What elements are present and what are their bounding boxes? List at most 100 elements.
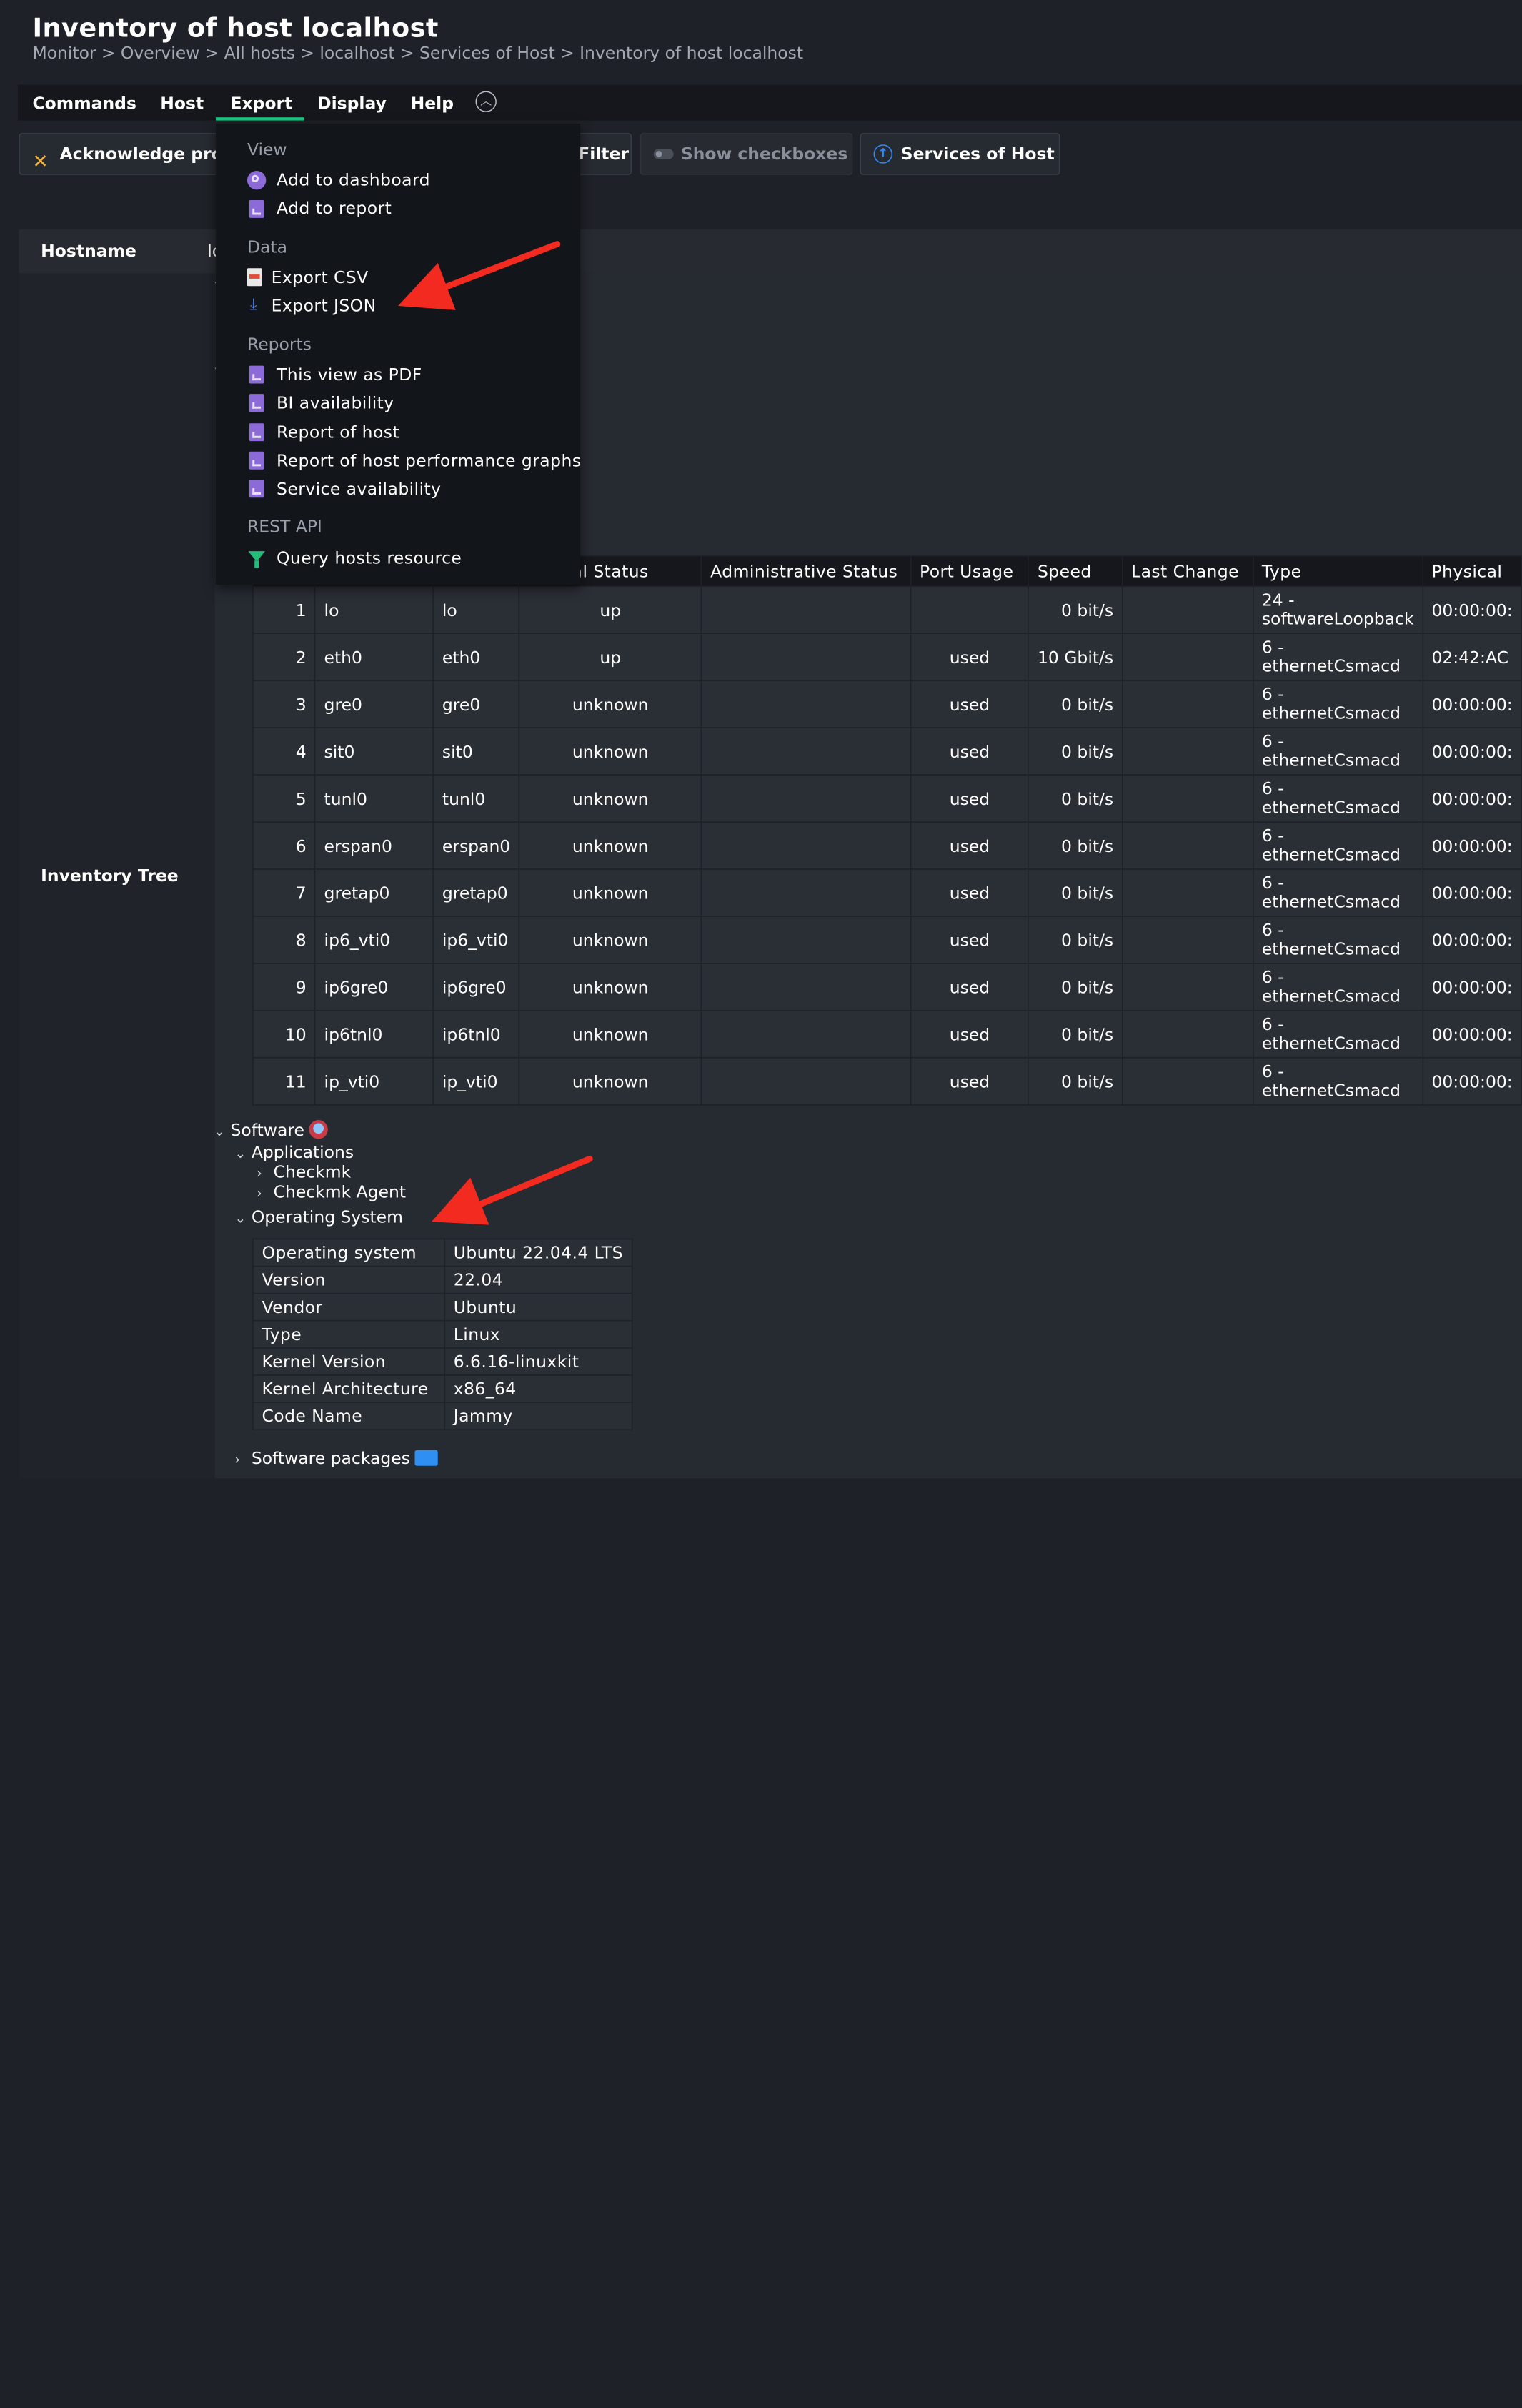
table-row: Kernel Version 6.6.16-linuxkit — [252, 1347, 633, 1376]
cell-administrative-status — [700, 727, 912, 776]
cell-speed: 10 Gbit/s — [1028, 633, 1123, 681]
cell-index: 6 — [252, 821, 316, 870]
cell-operational-status: up — [518, 633, 702, 681]
toggle-icon — [653, 149, 674, 159]
chevron-right-icon: › — [234, 1452, 240, 1468]
cell-alias: ip6gre0 — [432, 963, 520, 1011]
cell-port-usage — [910, 585, 1030, 634]
active-menu-indicator — [215, 117, 304, 121]
menu-export-csv[interactable]: Export CSV — [271, 267, 369, 287]
cell-alias: gre0 — [432, 680, 520, 728]
tree-node-software-packages[interactable]: › Software packages — [234, 1448, 438, 1468]
cell-alias: eth0 — [432, 633, 520, 681]
cell-speed: 0 bit/s — [1028, 1010, 1123, 1059]
col-speed[interactable]: Speed — [1028, 555, 1123, 587]
table-row: Version 22.04 — [252, 1265, 633, 1294]
section-header-data: Data — [247, 237, 287, 257]
cell-type: 6 - ethernetCsmacd — [1252, 727, 1423, 776]
software-icon — [308, 1120, 328, 1139]
menu-help[interactable]: Help — [410, 93, 454, 114]
cell-name: eth0 — [314, 633, 434, 681]
menubar: Commands Host Export Display Help ︿ — [17, 84, 1522, 121]
cell-type: 6 - ethernetCsmacd — [1252, 1057, 1423, 1106]
acknowledge-button[interactable]: ✕ Acknowledge prol — [19, 133, 218, 175]
cell-operational-status: unknown — [518, 1057, 702, 1106]
menu-bi-availability[interactable]: BI availability — [276, 392, 394, 413]
menu-commands[interactable]: Commands — [32, 93, 136, 114]
show-checkboxes-button[interactable]: Show checkboxes — [640, 133, 853, 175]
menu-add-to-report[interactable]: Add to report — [276, 198, 392, 218]
menu-export[interactable]: Export — [230, 93, 293, 114]
cell-operational-status: unknown — [518, 774, 702, 823]
tree-node-applications[interactable]: ⌄ Applications — [234, 1141, 354, 1162]
cell-port-usage: used — [910, 916, 1030, 964]
breadcrumb-monitor[interactable]: Monitor — [32, 43, 96, 63]
os-attribute-value: 22.04 — [444, 1265, 633, 1294]
tree-node-checkmk[interactable]: › Checkmk — [257, 1161, 352, 1182]
cell-type: 6 - ethernetCsmacd — [1252, 774, 1423, 823]
chevron-right-icon: › — [257, 1166, 262, 1182]
menu-add-to-dashboard[interactable]: Add to dashboard — [276, 169, 430, 190]
cell-index: 5 — [252, 774, 316, 823]
cell-last-change — [1121, 1010, 1254, 1059]
col-administrative-status[interactable]: Administrative Status — [700, 555, 912, 587]
col-last-change[interactable]: Last Change — [1121, 555, 1254, 587]
table-row: 8 ip6_vti0 ip6_vti0 unknown used 0 bit/s 6 - et… — [252, 916, 1522, 964]
chevron-down-icon: ⌄ — [234, 1211, 247, 1227]
cell-alias: ip6_vti0 — [432, 916, 520, 964]
cell-last-change — [1121, 680, 1254, 728]
cell-type-code: 6 - — [1261, 637, 1284, 658]
breadcrumb: Monitor > Overview > All hosts > localhost > Ser… — [32, 43, 804, 63]
cell-alias: sit0 — [432, 727, 520, 776]
os-attribute-key: Type — [252, 1320, 446, 1349]
cell-physical: 00:00:00: — [1422, 963, 1522, 1011]
menu-host[interactable]: Host — [160, 93, 204, 114]
menu-service-availability[interactable]: Service availability — [276, 478, 442, 499]
menu-view-as-pdf[interactable]: This view as PDF — [276, 365, 422, 385]
menu-display[interactable]: Display — [317, 93, 387, 114]
cell-physical: 00:00:00: — [1422, 1010, 1522, 1059]
tree-node-checkmk-agent[interactable]: › Checkmk Agent — [257, 1181, 407, 1202]
menu-query-hosts-resource[interactable]: Query hosts resource — [276, 548, 462, 568]
breadcrumb-localhost[interactable]: localhost — [319, 43, 395, 63]
chevron-right-icon: › — [257, 1186, 262, 1202]
cell-type: 6 - ethernetCsmacd — [1252, 868, 1423, 917]
cell-port-usage: used — [910, 821, 1030, 870]
services-of-host-button[interactable]: ↑ Services of Host — [860, 133, 1060, 175]
cell-port-usage: used — [910, 963, 1030, 1011]
cell-last-change — [1121, 774, 1254, 823]
cell-index: 9 — [252, 963, 316, 1011]
table-row: 5 tunl0 tunl0 unknown used 0 bit/s 6 - ethernet… — [252, 774, 1522, 823]
tree-node-operating-system[interactable]: ⌄ Operating System — [234, 1207, 404, 1227]
chevron-down-icon: ⌄ — [214, 1124, 226, 1140]
cell-administrative-status — [700, 680, 912, 728]
cell-type-name: ethernetCsmacd — [1261, 938, 1401, 959]
breadcrumb-all-hosts[interactable]: All hosts — [224, 43, 296, 63]
cell-physical: 02:42:AC — [1422, 633, 1522, 681]
tree-node-software[interactable]: ⌄ Software — [214, 1120, 328, 1140]
cell-name: tunl0 — [314, 774, 434, 823]
cell-name: ip_vti0 — [314, 1057, 434, 1106]
inventory-tree-label: Inventory Tree — [41, 865, 179, 886]
os-attribute-value: 6.6.16-linuxkit — [444, 1347, 633, 1376]
table-row: Code Name Jammy — [252, 1402, 633, 1430]
chevron-down-icon: ⌄ — [234, 1146, 247, 1162]
col-physical[interactable]: Physical — [1422, 555, 1522, 587]
breadcrumb-current: Inventory of host localhost — [580, 43, 804, 63]
cell-name: gre0 — [314, 680, 434, 728]
col-type[interactable]: Type — [1252, 555, 1423, 587]
cell-type-name: ethernetCsmacd — [1261, 891, 1401, 912]
cell-type: 6 - ethernetCsmacd — [1252, 680, 1423, 728]
cell-port-usage: used — [910, 774, 1030, 823]
cell-type: 6 - ethernetCsmacd — [1252, 1010, 1423, 1059]
cell-type: 6 - ethernetCsmacd — [1252, 821, 1423, 870]
collapse-menu-icon[interactable]: ︿ — [475, 91, 497, 112]
breadcrumb-overview[interactable]: Overview — [120, 43, 200, 63]
breadcrumb-services-of-host[interactable]: Services of Host — [419, 43, 555, 63]
col-port-usage[interactable]: Port Usage — [910, 555, 1030, 587]
menu-report-host-performance-graphs[interactable]: Report of host performance graphs — [276, 450, 582, 471]
menu-export-json[interactable]: Export JSON — [271, 295, 377, 316]
menu-report-of-host[interactable]: Report of host — [276, 422, 400, 442]
table-row: 7 gretap0 gretap0 unknown used 0 bit/s 6 - ethe… — [252, 868, 1522, 917]
cell-index: 7 — [252, 868, 316, 917]
